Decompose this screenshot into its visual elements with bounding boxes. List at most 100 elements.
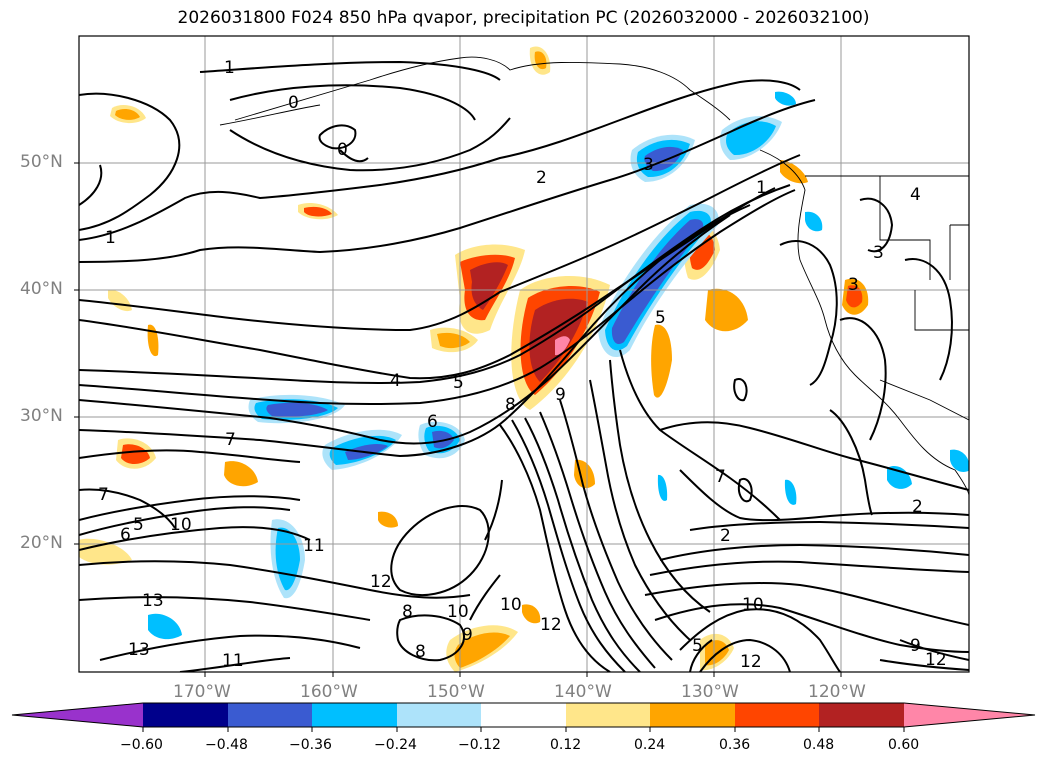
contour-label: 5	[655, 308, 666, 328]
colorbar-segment-0	[12, 703, 143, 727]
contour-label: 0	[337, 140, 348, 160]
contour-label: 4	[390, 371, 401, 391]
lat-label-20n: 20°N	[20, 533, 63, 553]
border-line	[879, 176, 931, 280]
contour-label: 1	[756, 178, 767, 198]
colorbar-tick-label: −0.48	[205, 737, 248, 753]
precip-positive-region	[555, 336, 570, 356]
contour-label: 0	[288, 93, 299, 113]
lat-label-50n: 50°N	[20, 152, 63, 172]
aleutian-islands	[219, 104, 321, 126]
lon-label-130w: 130°W	[681, 682, 739, 702]
colorbar-segment-8	[735, 703, 819, 727]
contour-label: 10	[447, 602, 469, 622]
colorbar-tick-label: 0.36	[719, 737, 751, 753]
lat-label-30n: 30°N	[20, 406, 63, 426]
lon-label-140w: 140°W	[554, 682, 612, 702]
contour-label: 1	[105, 228, 116, 248]
colorbar-tick-label: −0.24	[374, 737, 417, 753]
contour-label: 12	[370, 572, 392, 592]
precip-positive-region	[79, 538, 132, 565]
lon-label-170w: 170°W	[173, 682, 231, 702]
alaska-coastline	[234, 56, 731, 121]
contour-labels: 1 0 0 1 2 3 1 4 3 3 4 5 6 7 8 9 5 7 5 10…	[98, 58, 947, 672]
precip-negative-region	[266, 402, 328, 417]
contour-label: 13	[142, 591, 164, 611]
colorbar-segment-6	[566, 703, 650, 727]
contour-label: 2	[536, 168, 547, 188]
contour-label: 11	[303, 536, 325, 556]
border-line	[949, 224, 969, 280]
contour-label: 2	[720, 526, 731, 546]
colorbar-tick-label: −0.12	[458, 737, 501, 753]
contour-label: 13	[128, 640, 150, 660]
contour-label: 11	[222, 651, 244, 671]
precip-negative-region	[775, 91, 796, 106]
contour-label: 7	[225, 430, 236, 450]
precip-negative-region	[805, 211, 823, 232]
contour-lines	[79, 60, 969, 672]
colorbar-segment-7	[650, 703, 735, 727]
north-america-coastline	[759, 149, 969, 496]
precip-positive-region	[846, 285, 863, 308]
colorbar	[11, 702, 1036, 732]
colorbar-tick-label: −0.36	[289, 737, 332, 753]
contour-label: 5	[692, 636, 703, 656]
precip-positive-region	[534, 51, 547, 70]
lon-label-160w: 160°W	[300, 682, 358, 702]
border-line	[879, 379, 969, 421]
colorbar-segment-9	[819, 703, 904, 727]
precip-positive-region	[224, 461, 258, 487]
contour-label: 9	[462, 625, 473, 645]
graticule	[79, 36, 969, 672]
contour-label: 3	[848, 275, 859, 295]
precip-positive-region	[108, 289, 132, 312]
map-frame	[78, 35, 970, 673]
map-title: 2026031800 F024 850 hPa qvapor, precipit…	[177, 8, 870, 28]
contour-label: 3	[873, 243, 884, 263]
colorbar-tick-label: 0.48	[803, 737, 835, 753]
precip-positive-region	[147, 324, 159, 357]
contour-label: 4	[910, 185, 921, 205]
contour-label: 8	[505, 395, 516, 415]
colorbar-tick-label: 0.12	[550, 737, 582, 753]
precip-positive-region	[651, 324, 672, 398]
precip-positive-region	[454, 632, 510, 668]
lon-label-120w: 120°W	[808, 682, 866, 702]
contour-label: 2	[912, 497, 923, 517]
precip-negative-region	[784, 479, 797, 505]
contour-label: 10	[170, 515, 192, 535]
contour-label: 7	[98, 485, 109, 505]
lon-label-150w: 150°W	[427, 682, 485, 702]
precip-negative-region	[726, 121, 776, 156]
colorbar-segment-3	[312, 703, 397, 727]
precip-positive-region	[304, 206, 332, 217]
precip-positive-region	[115, 109, 140, 120]
contour-label: 12	[540, 615, 562, 635]
contour-label: 12	[925, 650, 947, 670]
border-line	[914, 290, 969, 331]
colorbar-segment-4	[397, 703, 481, 727]
colorbar-tick-label: −0.60	[120, 737, 163, 753]
precip-positive-region	[121, 444, 150, 464]
contour-label: 5	[453, 373, 464, 393]
precip-negative-region	[887, 465, 912, 489]
contour-label: 8	[415, 642, 426, 662]
colorbar-segment-1	[143, 703, 228, 727]
colorbar-segment-5	[481, 703, 566, 727]
precip-negative-region	[657, 474, 668, 501]
colorbar-segment-2	[228, 703, 312, 727]
axis-ticks	[74, 162, 842, 677]
precip-negative-region	[950, 449, 969, 472]
contour-label: 9	[910, 636, 921, 656]
contour-label: 7	[715, 467, 726, 487]
precip-positive-region	[522, 604, 541, 624]
precip-positive-region	[470, 262, 508, 310]
colorbar-segment-10	[904, 703, 1035, 727]
contour-label: 6	[120, 525, 131, 545]
colorbar-tick-label: 0.60	[888, 737, 920, 753]
contour-label: 6	[427, 412, 438, 432]
contour-label: 12	[740, 652, 762, 672]
contour-label: 5	[133, 515, 144, 535]
